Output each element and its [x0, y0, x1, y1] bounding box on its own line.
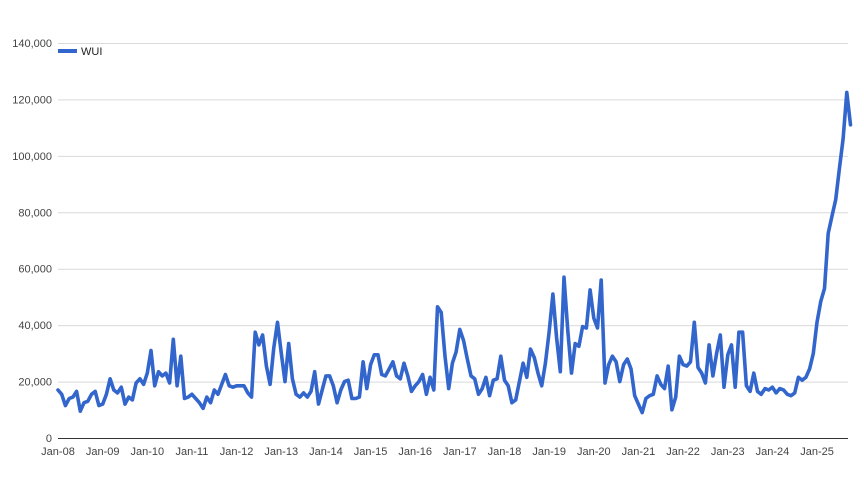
x-axis-tick-labels: Jan-08 Jan-09 Jan-10 Jan-11 Jan-12 Jan-13 Jan-…	[41, 446, 834, 458]
x-tick-label: Jan-11	[176, 446, 209, 458]
x-tick-label: Jan-16	[398, 446, 432, 458]
x-tick-label: Jan-10	[130, 446, 164, 458]
gridlines	[58, 43, 848, 383]
y-tick-label: 20,000	[18, 377, 52, 389]
y-tick-label: 60,000	[18, 264, 52, 276]
x-tick-label: Jan-15	[354, 446, 388, 458]
x-tick-label: Jan-09	[86, 446, 120, 458]
x-tick-label: Jan-18	[488, 446, 522, 458]
x-tick-label: Jan-17	[443, 446, 477, 458]
x-tick-label: Jan-21	[622, 446, 656, 458]
x-tick-label: Jan-14	[309, 446, 343, 458]
y-tick-label: 0	[46, 433, 52, 445]
legend-swatch-wui	[58, 49, 77, 53]
x-tick-label: Jan-24	[756, 446, 790, 458]
y-tick-label: 100,000	[12, 151, 52, 163]
x-tick-label: Jan-22	[666, 446, 700, 458]
x-tick-label: Jan-08	[41, 446, 75, 458]
y-axis-tick-labels: 0 20,000 40,000 60,000 80,000 100,000 120,000 1…	[12, 38, 52, 445]
y-tick-label: 140,000	[12, 38, 52, 50]
x-tick-label: Jan-13	[264, 446, 298, 458]
x-tick-label: Jan-19	[532, 446, 566, 458]
x-tick-label: Jan-23	[711, 446, 745, 458]
y-tick-label: 80,000	[18, 207, 52, 219]
x-tick-label: Jan-25	[800, 446, 834, 458]
y-tick-label: 120,000	[12, 94, 52, 106]
y-tick-label: 40,000	[18, 320, 52, 332]
legend: WUI	[58, 46, 102, 58]
legend-label-wui: WUI	[81, 46, 102, 58]
x-tick-label: Jan-12	[220, 446, 254, 458]
x-tick-label: Jan-20	[577, 446, 611, 458]
series-line-wui	[56, 90, 853, 415]
